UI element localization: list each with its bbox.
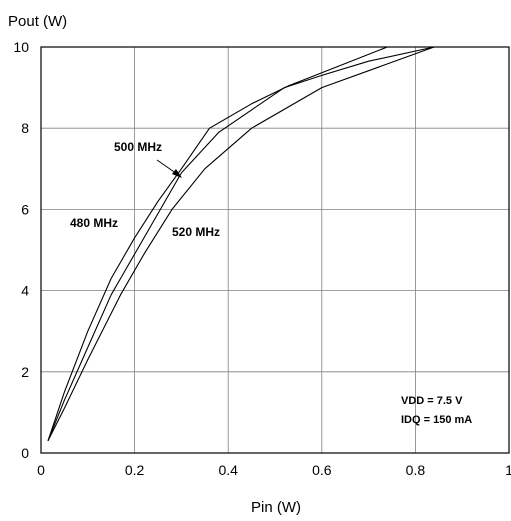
series-line-520mhz	[47, 46, 435, 442]
y-tick-label: 8	[21, 120, 29, 136]
y-axis-title: Pout (W)	[8, 13, 67, 30]
x-tick-label: 0.8	[406, 462, 426, 478]
y-tick-label: 4	[21, 283, 29, 299]
series-label-520mhz: 520 MHz	[172, 225, 220, 239]
x-tick-label: 1	[505, 462, 511, 478]
x-tick-label: 0.2	[125, 462, 145, 478]
series-lines	[47, 46, 435, 442]
series-line-480mhz	[47, 46, 388, 441]
series-label-500mhz-arrowhead	[172, 169, 182, 178]
plot-frame	[40, 46, 510, 454]
annotation-idq: IDQ = 150 mA	[401, 414, 472, 426]
series-label-500mhz: 500 MHz	[114, 140, 162, 154]
x-tick-label: 0.6	[312, 462, 332, 478]
x-tick-label: 0	[37, 462, 45, 478]
x-tick-label: 0.4	[218, 462, 238, 478]
y-tick-label: 2	[21, 364, 29, 380]
annotation-vdd: VDD = 7.5 V	[401, 395, 463, 407]
series-line-500mhz	[47, 46, 435, 442]
gridlines	[41, 47, 509, 453]
y-tick-label: 10	[13, 39, 29, 55]
x-axis-title: Pin (W)	[251, 499, 301, 516]
y-tick-label: 6	[21, 201, 29, 217]
y-tick-label: 0	[21, 445, 29, 461]
series-label-480mhz: 480 MHz	[70, 216, 118, 230]
